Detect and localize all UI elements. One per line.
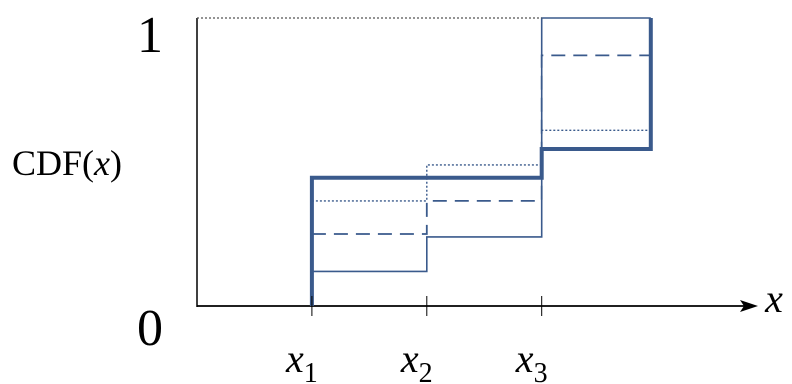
x-tick-label-3: x3	[515, 336, 548, 384]
y-top-label: 1	[137, 7, 163, 64]
y-axis-label: CDF(x)	[12, 143, 122, 183]
x-axis-label: x	[764, 276, 783, 321]
y-axis-label-var: x	[93, 143, 110, 183]
series-line-thin-solid	[311, 17, 651, 273]
x-tick-label-subscript: 2	[419, 358, 433, 384]
series-line-thick-solid	[309, 18, 653, 306]
x-tick-label-1: x1	[285, 336, 318, 384]
x-tick-label-subscript: 1	[304, 358, 318, 384]
y-axis-label-prefix: CDF(	[12, 143, 94, 183]
x-tick-label-base: x	[400, 336, 419, 381]
series-line-dotted	[311, 129, 651, 202]
x-tick-label-2: x2	[400, 336, 433, 384]
y-bottom-label: 0	[137, 300, 163, 357]
y-axis-label-suffix: )	[110, 143, 122, 183]
x-axis-arrowhead	[740, 300, 758, 312]
x-tick-label-subscript: 3	[534, 358, 548, 384]
x-tick-label-base: x	[515, 336, 534, 381]
x-tick-label-base: x	[285, 336, 304, 381]
series-line-dashed	[311, 54, 651, 235]
